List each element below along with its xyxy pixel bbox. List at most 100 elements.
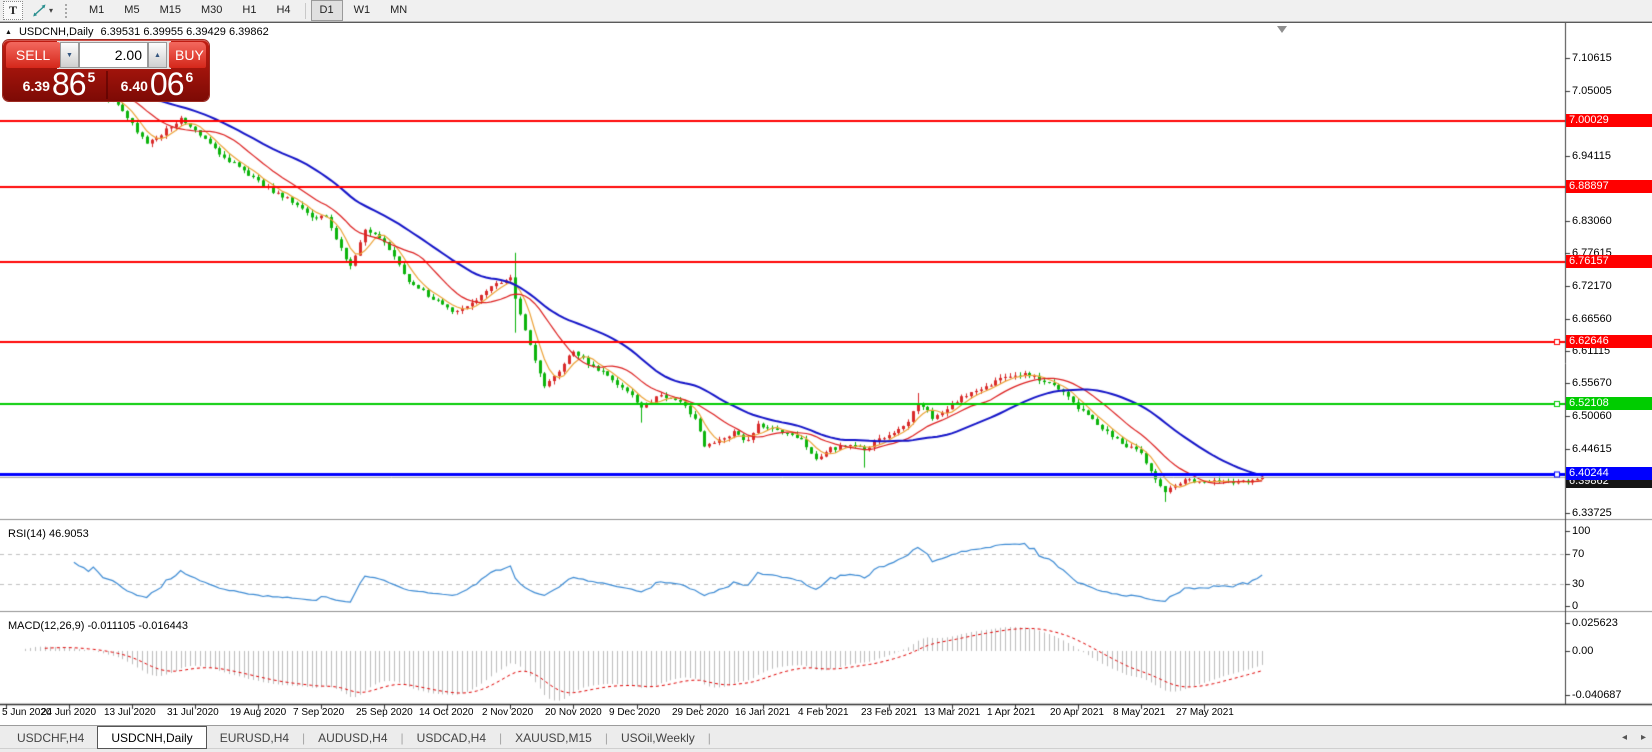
chart-tab-usoil-weekly[interactable]: USOil,Weekly: [620, 731, 695, 745]
caret-up-icon: ▲: [154, 51, 161, 59]
timeframe-button-m30[interactable]: M30: [200, 4, 223, 16]
date-axis-label: 27 May 2021: [1176, 707, 1234, 718]
date-axis-label: 4 Feb 2021: [798, 707, 849, 718]
timeframe-button-h4[interactable]: H4: [276, 4, 291, 16]
chart-tab-audusd-h4[interactable]: AUDUSD,H4: [318, 731, 388, 745]
chart-tab-usdcnh-daily[interactable]: USDCNH,Daily: [97, 726, 207, 749]
level-price-tag: 7.00029: [1566, 114, 1652, 127]
macd-axis-label: 0.025623: [1572, 617, 1618, 629]
sell-price-display[interactable]: 6.39 86 5: [13, 66, 105, 102]
buy-price-point: 6: [185, 69, 194, 85]
buy-button[interactable]: BUY: [169, 42, 206, 68]
rsi-axis-label: 70: [1572, 548, 1585, 560]
timeframe-button-h1[interactable]: H1: [242, 4, 257, 16]
chart-ohlc-quote: 6.39531 6.39955 6.39429 6.39862: [100, 26, 269, 38]
chart-tab-bar: USDCHF,H4 USDCNH,Daily EURUSD,H4 | AUDUSD,H4…: [0, 725, 1652, 749]
toolbar-separator: [304, 2, 306, 19]
macd-axis-label: -0.040687: [1572, 689, 1622, 701]
rsi-axis-label: 100: [1572, 525, 1591, 537]
tab-divider: |: [499, 730, 503, 745]
date-axis-label: 19 Aug 2020: [230, 707, 287, 718]
price-axis-label: 7.10615: [1572, 52, 1612, 64]
sell-price-point: 5: [87, 69, 96, 85]
chart-tab-usdcad-h4[interactable]: USDCAD,H4: [416, 731, 487, 745]
volume-increase-button[interactable]: ▲: [148, 42, 167, 68]
rsi-axis-label: 30: [1572, 578, 1585, 590]
crosshair-tool-button[interactable]: ▾: [29, 2, 56, 19]
date-axis-label: 5 Jun 2020: [2, 707, 52, 718]
tab-scroll-right-icon[interactable]: ▸: [1640, 732, 1646, 743]
price-axis-label: 6.44615: [1572, 443, 1612, 455]
chart-shift-marker[interactable]: [1277, 26, 1287, 33]
sell-price-major: 6.39: [22, 78, 50, 94]
date-axis-label: 2 Nov 2020: [482, 707, 534, 718]
date-axis-label: 1 Apr 2021: [987, 707, 1036, 718]
timeframe-button-mn[interactable]: MN: [390, 4, 408, 16]
buy-price-major: 6.40: [120, 78, 148, 94]
collapse-panel-icon[interactable]: ▲: [5, 28, 12, 36]
price-axis-label: 6.61115: [1572, 345, 1611, 357]
date-axis-label: 8 May 2021: [1113, 707, 1166, 718]
text-tool-button[interactable]: T: [3, 1, 23, 20]
caret-down-icon: ▼: [66, 51, 73, 59]
price-axis-label: 6.33725: [1572, 507, 1612, 519]
level-price-tag: 6.88897: [1566, 180, 1652, 193]
chart-tabs: USDCHF,H4 USDCNH,Daily EURUSD,H4 | AUDUSD,H4…: [0, 726, 711, 749]
date-axis-label: 25 Sep 2020: [356, 707, 413, 718]
macd-indicator-label: MACD(12,26,9) -0.011105 -0.016443: [8, 620, 188, 632]
level-price-tag: 6.62646: [1566, 335, 1652, 348]
chart-tab-usdchf-h4[interactable]: USDCHF,H4: [17, 731, 85, 745]
price-axis-label: 7.05005: [1572, 85, 1612, 97]
timeframe-button-d1[interactable]: D1: [310, 0, 343, 21]
toolbar-grip[interactable]: [65, 3, 72, 18]
price-axis-label: 6.50060: [1572, 410, 1612, 422]
panel-divider: [106, 71, 108, 99]
level-price-tag: 6.52108: [1566, 397, 1652, 410]
status-bar: [0, 748, 1652, 752]
rsi-axis-label: 0: [1572, 600, 1579, 612]
date-axis-label: 23 Feb 2021: [861, 707, 918, 718]
volume-decrease-button[interactable]: ▼: [60, 42, 79, 68]
date-axis-label: 14 Oct 2020: [419, 707, 474, 718]
timeframe-button-m15[interactable]: M15: [159, 4, 181, 16]
date-axis-label: 9 Dec 2020: [609, 707, 661, 718]
price-chart-canvas[interactable]: [0, 23, 1652, 726]
one-click-trading-panel: SELL ▼ 2.00 ▲ BUY 6.39 86 5 6.40 06 6: [3, 40, 209, 101]
buy-price-pips: 06: [149, 66, 185, 102]
chart-tab-xauusd-m15[interactable]: XAUUSD,M15: [515, 731, 592, 745]
tab-scroll-left-icon[interactable]: ◂: [1621, 732, 1627, 743]
level-price-tag: 6.40244: [1566, 467, 1652, 480]
tab-divider: |: [604, 730, 608, 745]
tab-divider: |: [707, 730, 711, 745]
date-axis-label: 20 Apr 2021: [1050, 707, 1104, 718]
macd-axis-label: 0.00: [1572, 645, 1594, 657]
date-axis-label: 13 Mar 2021: [924, 707, 981, 718]
chart-tab-eurusd-h4[interactable]: EURUSD,H4: [219, 731, 290, 745]
toolbar: T ▾ M1 M5 M15 M30 H1 H4 D1 W1 MN: [0, 0, 1652, 22]
buy-price-display[interactable]: 6.40 06 6: [110, 66, 204, 102]
sell-price-pips: 86: [51, 66, 87, 102]
date-axis-label: 16 Jan 2021: [735, 707, 791, 718]
timeframe-button-m1[interactable]: M1: [89, 4, 105, 16]
tab-divider: |: [302, 730, 306, 745]
crosshair-tool-icon: [33, 4, 46, 17]
tab-divider: |: [400, 730, 404, 745]
date-axis-label: 13 Jul 2020: [104, 707, 156, 718]
volume-input[interactable]: 2.00: [79, 42, 148, 68]
date-axis-label: 24 Jun 2020: [41, 707, 97, 718]
chart-symbol-title: USDCNH,Daily: [18, 26, 94, 38]
timeframe-button-w1[interactable]: W1: [353, 4, 371, 16]
rsi-indicator-label: RSI(14) 46.9053: [8, 528, 89, 540]
date-axis-label: 31 Jul 2020: [167, 707, 219, 718]
date-axis-label: 20 Nov 2020: [545, 707, 602, 718]
dropdown-caret-icon[interactable]: ▾: [49, 6, 54, 15]
date-axis-label: 29 Dec 2020: [672, 707, 729, 718]
price-axis-label: 6.83060: [1572, 215, 1612, 227]
chart-title-row: ▲ USDCNH,Daily 6.39531 6.39955 6.39429 6…: [5, 26, 269, 38]
price-axis-label: 6.66560: [1572, 313, 1612, 325]
timeframe-button-m5[interactable]: M5: [124, 4, 140, 16]
timeframe-buttons: M1 M5 M15 M30 H1 H4 D1 W1 MN: [79, 0, 417, 21]
sell-button[interactable]: SELL: [6, 42, 60, 68]
price-axis-label: 6.72170: [1572, 280, 1612, 292]
